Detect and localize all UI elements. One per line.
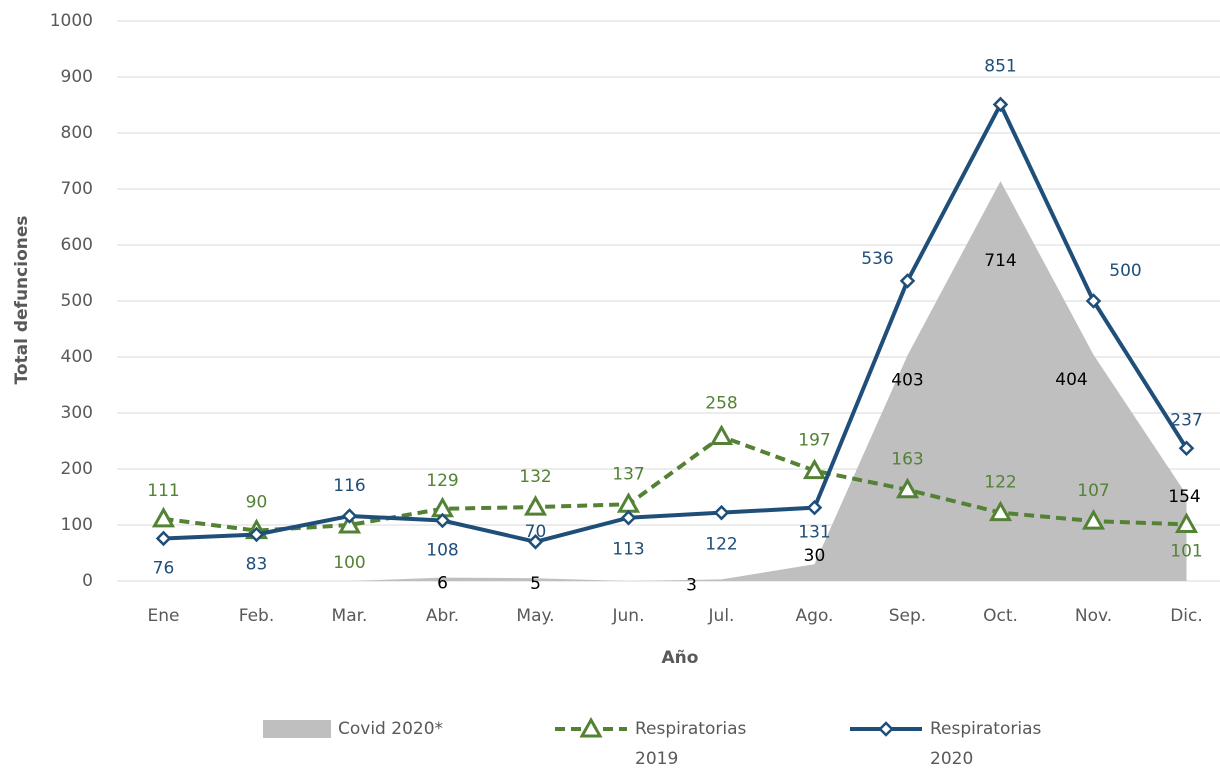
data-label: 851: [984, 56, 1016, 76]
legend-marker: [579, 716, 603, 738]
data-label: 403: [891, 370, 923, 390]
data-label: 108: [426, 541, 458, 561]
y-tick-label: 900: [61, 67, 93, 87]
legend-symbol: [263, 720, 331, 738]
data-label: 107: [1077, 481, 1109, 501]
y-tick-label: 1000: [50, 11, 93, 31]
marker: [806, 499, 823, 516]
y-tick-label: 200: [61, 459, 93, 479]
marker: [1085, 293, 1102, 309]
legend-label: Covid 2020*: [338, 719, 444, 739]
x-tick-label: Nov.: [1075, 606, 1112, 626]
x-tick-label: Ene: [148, 606, 180, 626]
data-label: 90: [246, 493, 268, 513]
data-label: 100: [333, 553, 365, 573]
data-label: 197: [798, 431, 830, 451]
data-label: 122: [705, 535, 737, 555]
legend-swatch: [263, 720, 331, 738]
data-label: 76: [153, 558, 175, 578]
marker: [1081, 509, 1106, 530]
x-tick-label: Sep.: [889, 606, 926, 626]
marker: [709, 424, 734, 446]
marker: [620, 509, 637, 526]
area: [163, 181, 1187, 581]
data-label: 3: [686, 575, 697, 595]
x-tick-label: Feb.: [239, 606, 275, 626]
line: [163, 99, 1189, 544]
data-label: 154: [1168, 487, 1200, 507]
data-label: 536: [861, 249, 893, 269]
data-label: 101: [1170, 541, 1202, 561]
data-label: 116: [333, 476, 365, 496]
marker: [899, 273, 916, 289]
y-tick-label: 500: [61, 291, 93, 311]
legend-label: Respiratorias 2020: [930, 719, 1042, 769]
x-tick-label: Dic.: [1170, 606, 1203, 626]
y-tick-label: 800: [61, 123, 93, 143]
data-label: 70: [525, 522, 547, 542]
data-label: 131: [798, 523, 830, 543]
legend-symbol: [850, 721, 922, 737]
marker: [713, 504, 730, 521]
marker: [1174, 512, 1199, 533]
x-tick-label: Abr.: [426, 606, 459, 626]
x-tick-label: May.: [516, 606, 554, 626]
y-tick-label: 400: [61, 347, 93, 367]
marker: [992, 96, 1009, 113]
marker: [527, 534, 544, 550]
y-tick-label: 0: [82, 571, 93, 591]
marker: [988, 500, 1013, 522]
marker: [337, 512, 362, 534]
marker: [155, 530, 172, 547]
marker: [895, 477, 920, 499]
x-axis-title: Año: [662, 648, 699, 668]
y-axis-title: Total defunciones: [12, 216, 32, 385]
marker: [434, 512, 451, 529]
y-tick-label: 600: [61, 235, 93, 255]
data-label: 83: [246, 555, 268, 575]
legend-label: Respiratorias 2019: [635, 719, 747, 769]
x-tick-label: Oct.: [983, 606, 1018, 626]
data-label: 6: [437, 574, 448, 594]
y-tick-label: 300: [61, 403, 93, 423]
x-tick-label: Jun.: [612, 606, 645, 626]
x-tick-label: Ago.: [796, 606, 834, 626]
x-tick-label: Jul.: [708, 606, 735, 626]
data-label: 137: [612, 464, 644, 484]
data-label: 500: [1109, 261, 1141, 281]
data-label: 5: [530, 574, 541, 594]
legend-symbol: [555, 716, 627, 738]
marker: [1178, 440, 1195, 457]
marker: [151, 506, 176, 528]
marker: [248, 526, 265, 543]
data-label: 714: [984, 251, 1016, 271]
marker: [616, 492, 641, 513]
data-label: 163: [891, 450, 923, 470]
data-label: 30: [804, 546, 826, 566]
data-label: 258: [705, 394, 737, 414]
marker: [341, 508, 358, 524]
y-tick-label: 100: [61, 515, 93, 535]
data-label: 111: [147, 481, 179, 501]
data-label: 132: [519, 467, 551, 487]
x-tick-label: Mar.: [332, 606, 368, 626]
data-label: 122: [984, 473, 1016, 493]
legend-marker: [878, 721, 894, 737]
y-tick-label: 700: [61, 179, 93, 199]
marker: [802, 458, 827, 480]
data-label: 237: [1170, 410, 1202, 430]
marker: [523, 495, 548, 516]
data-label: 129: [426, 471, 458, 491]
data-label: 113: [612, 540, 644, 560]
data-label: 404: [1055, 370, 1087, 390]
line: [163, 434, 1187, 533]
